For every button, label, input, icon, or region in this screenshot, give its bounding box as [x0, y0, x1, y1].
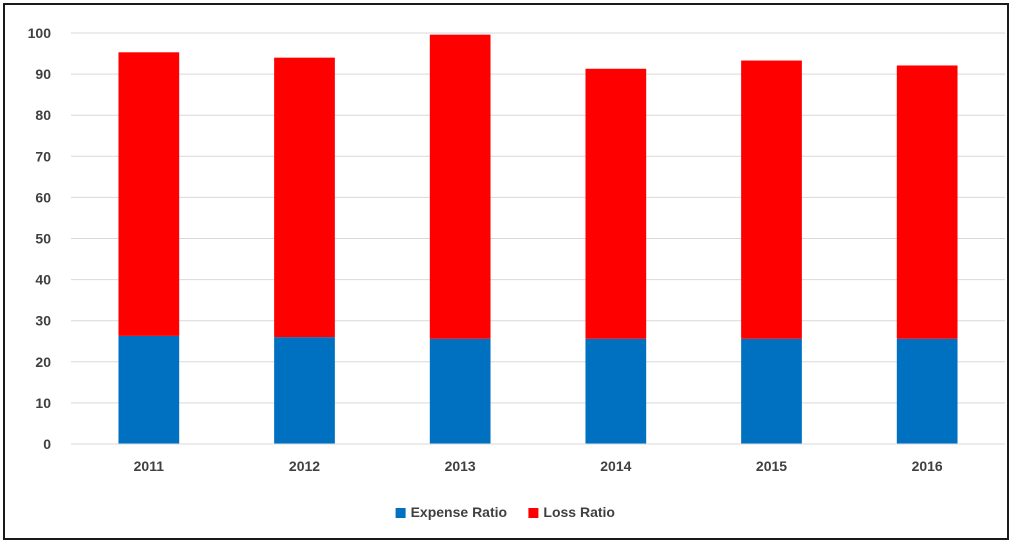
y-tick-label: 30: [35, 313, 51, 329]
legend: Expense Ratio Loss Ratio: [395, 504, 615, 520]
bar-loss-ratio-2014: [585, 68, 647, 339]
chart-frame: 0 10 20 30 40 50 60 70 80 90 100 2011 2012 2013 2014 2…: [3, 3, 1009, 540]
gridlines: [71, 32, 1005, 404]
x-tick-label: 2016: [912, 458, 943, 474]
y-axis-ticks: 0 10 20 30 40 50 60 70 80 90 100: [28, 25, 52, 452]
legend-label: Loss Ratio: [543, 504, 615, 520]
legend-label: Expense Ratio: [411, 504, 507, 520]
legend-item-loss-ratio: Loss Ratio: [528, 504, 615, 520]
y-tick-label: 10: [35, 395, 51, 411]
y-tick-label: 80: [35, 107, 51, 123]
bar-expense-ratio-2012: [274, 337, 335, 444]
y-tick-label: 70: [35, 148, 51, 164]
y-tick-label: 40: [35, 272, 51, 288]
x-tick-label: 2013: [445, 458, 476, 474]
legend-swatch: [395, 508, 406, 518]
x-tick-label: 2015: [756, 458, 787, 474]
x-tick-label: 2012: [289, 458, 320, 474]
y-tick-label: 100: [28, 25, 52, 41]
x-tick-label: 2011: [134, 458, 165, 474]
bars: [118, 34, 958, 444]
legend-item-expense-ratio: Expense Ratio: [395, 504, 507, 520]
bar-expense-ratio-2016: [896, 338, 958, 444]
x-axis-ticks: 2011 2012 2013 2014 2015 2016: [134, 458, 943, 474]
bar-expense-ratio-2011: [118, 335, 180, 444]
bar-loss-ratio-2016: [896, 65, 958, 339]
bar-expense-ratio-2015: [741, 338, 802, 444]
bar-loss-ratio-2013: [429, 34, 491, 339]
bar-expense-ratio-2013: [429, 338, 491, 444]
y-tick-label: 60: [35, 189, 51, 205]
bar-loss-ratio-2015: [741, 60, 802, 339]
y-tick-label: 20: [35, 354, 51, 370]
bar-expense-ratio-2014: [585, 338, 647, 444]
y-tick-label: 90: [35, 66, 51, 82]
x-tick-label: 2014: [600, 458, 631, 474]
bar-loss-ratio-2011: [118, 52, 180, 336]
y-tick-label: 0: [43, 436, 51, 452]
y-tick-label: 50: [35, 231, 51, 247]
bar-loss-ratio-2012: [274, 57, 335, 338]
legend-swatch: [528, 508, 539, 518]
